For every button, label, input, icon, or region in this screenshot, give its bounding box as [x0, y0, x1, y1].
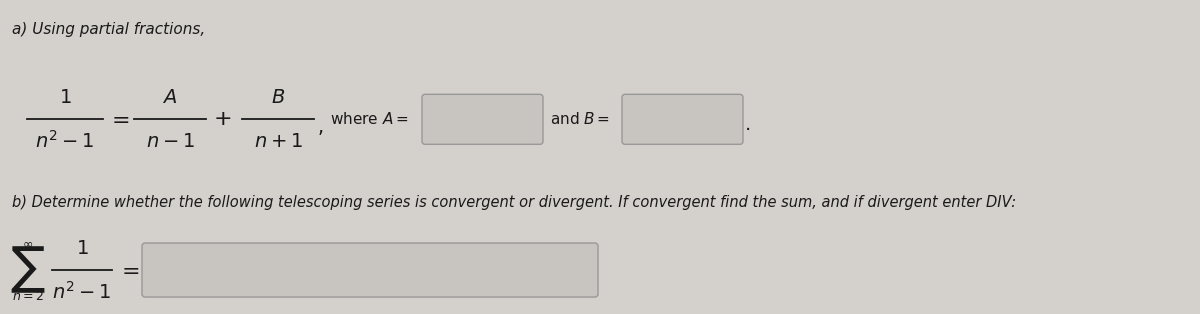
Text: a) Using partial fractions,: a) Using partial fractions, — [12, 22, 205, 37]
Text: $B$: $B$ — [271, 88, 286, 107]
FancyBboxPatch shape — [422, 94, 542, 144]
Text: b) Determine whether the following telescoping series is convergent or divergent: b) Determine whether the following teles… — [12, 195, 1016, 210]
Text: $n^2-1$: $n^2-1$ — [36, 130, 95, 152]
Text: ,: , — [318, 118, 324, 137]
Text: $=$: $=$ — [107, 109, 130, 129]
Text: $n^2-1$: $n^2-1$ — [53, 281, 112, 303]
Text: $n+1$: $n+1$ — [253, 132, 302, 151]
Text: $1$: $1$ — [59, 88, 71, 107]
FancyBboxPatch shape — [622, 94, 743, 144]
Text: where $A=$: where $A=$ — [330, 111, 408, 127]
Text: .: . — [745, 115, 751, 134]
Text: $+$: $+$ — [212, 109, 232, 129]
Text: $\sum$: $\sum$ — [11, 245, 46, 295]
Text: $n=2$: $n=2$ — [12, 290, 44, 303]
Text: $n-1$: $n-1$ — [145, 132, 194, 151]
Text: $=$: $=$ — [116, 260, 139, 280]
Text: $1$: $1$ — [76, 239, 89, 257]
Text: $A$: $A$ — [162, 88, 178, 107]
FancyBboxPatch shape — [142, 243, 598, 297]
Text: and $B=$: and $B=$ — [550, 111, 610, 127]
Text: $\infty$: $\infty$ — [23, 237, 34, 251]
